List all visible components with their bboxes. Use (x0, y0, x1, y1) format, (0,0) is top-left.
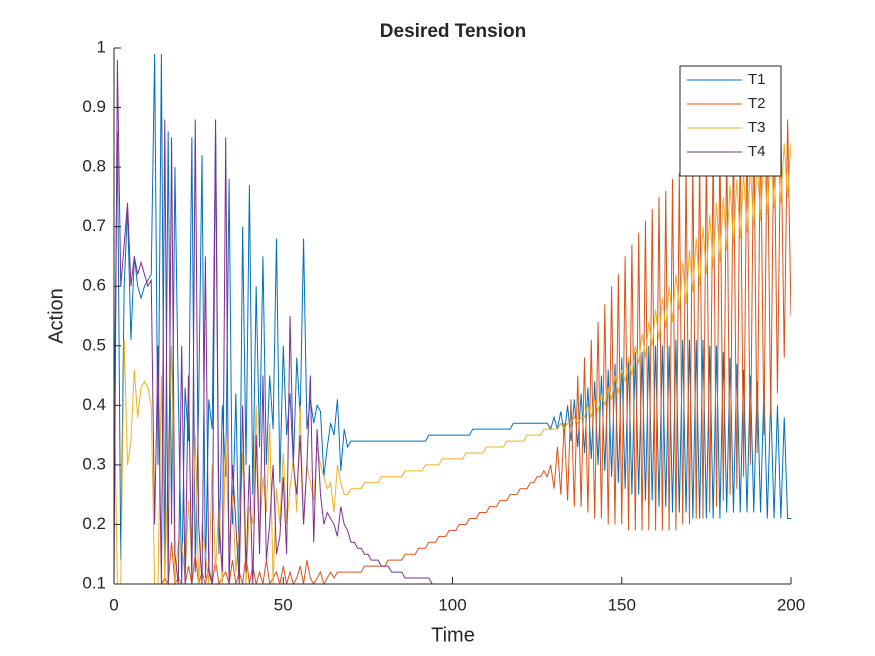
y-tick-label: 0.9 (82, 97, 106, 116)
legend-label: T3 (748, 119, 766, 136)
y-tick-label: 1 (97, 37, 106, 56)
x-tick-label: 200 (777, 595, 805, 614)
y-tick-label: 0.2 (82, 514, 106, 533)
data-line (114, 53, 791, 585)
data-line (114, 143, 791, 585)
y-tick-label: 0.3 (82, 454, 106, 473)
y-tick-label: 0.8 (82, 157, 106, 176)
legend-box (679, 65, 782, 177)
legend-label: T2 (748, 95, 766, 112)
x-tick-label: 150 (608, 595, 636, 614)
y-tick-label: 0.4 (82, 395, 106, 414)
legend-label: T1 (748, 71, 766, 88)
x-tick-label: 0 (109, 595, 118, 614)
x-tick-label: 100 (438, 595, 466, 614)
x-tick-label: 50 (274, 595, 293, 614)
chart-title: Desired Tension (380, 21, 526, 42)
y-tick-label: 0.7 (82, 216, 106, 235)
legend-label: T4 (748, 143, 766, 160)
y-tick-label: 0.5 (82, 335, 106, 354)
x-axis-label: Time (431, 624, 475, 646)
y-tick-label: 0.6 (82, 276, 106, 295)
data-line (114, 119, 791, 586)
y-axis-label: Action (45, 288, 67, 344)
y-tick-label: 0.1 (82, 573, 106, 592)
